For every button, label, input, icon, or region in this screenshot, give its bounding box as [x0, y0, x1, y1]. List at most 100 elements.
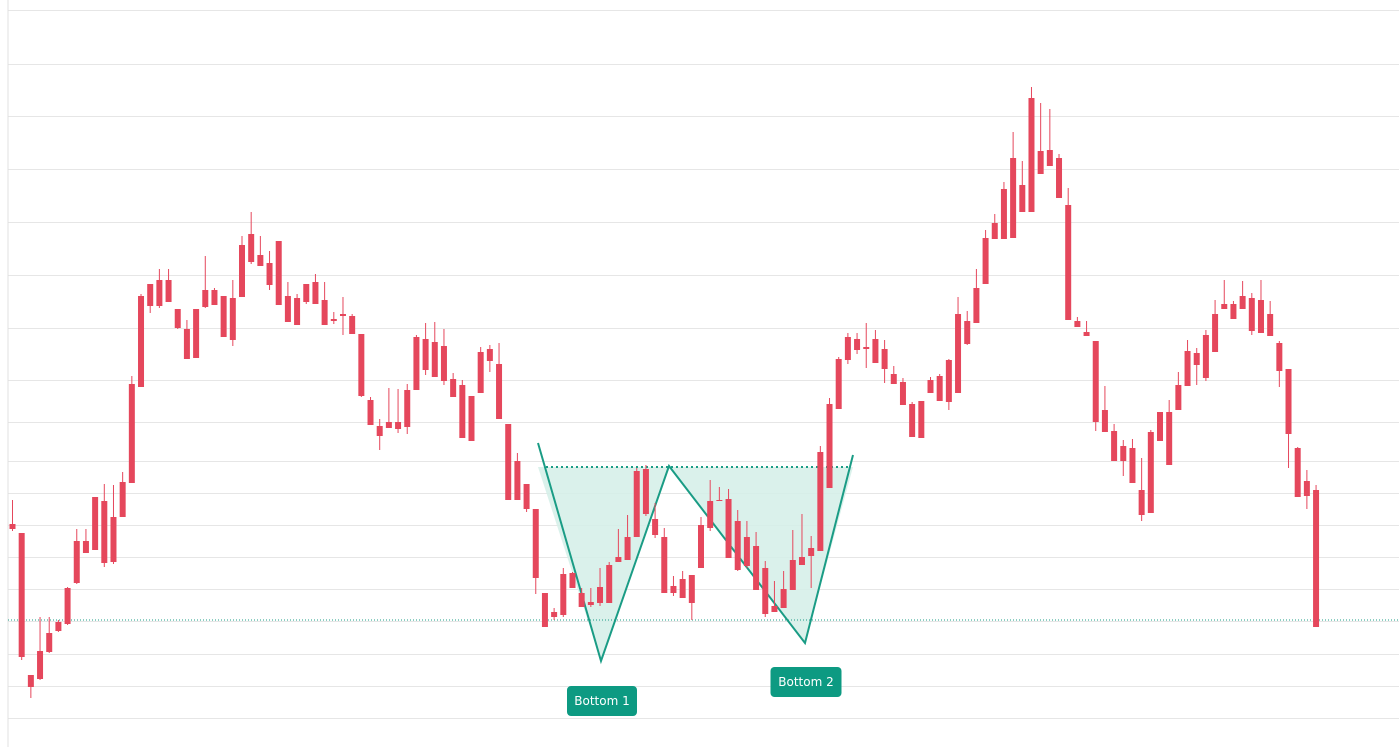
- candle: [973, 269, 980, 323]
- candle-body: [514, 461, 521, 500]
- candle-body: [174, 309, 181, 328]
- candle: [1000, 182, 1007, 239]
- candle: [854, 333, 861, 354]
- candle: [385, 388, 392, 428]
- candle-body: [431, 342, 438, 377]
- candle: [578, 588, 585, 607]
- candle-body: [642, 469, 649, 514]
- candle-body: [1257, 300, 1264, 333]
- candle: [734, 510, 741, 571]
- candle-body: [1267, 314, 1274, 336]
- candle: [1212, 300, 1219, 352]
- candle-body: [753, 546, 760, 590]
- label-text: Bottom 1: [574, 694, 629, 708]
- candle-body: [376, 426, 383, 436]
- candle-body: [927, 380, 934, 393]
- candle-body: [450, 379, 457, 397]
- candle-body: [1193, 353, 1200, 365]
- candle-body: [1019, 185, 1026, 212]
- candle-body: [312, 282, 319, 304]
- candle: [1239, 281, 1246, 309]
- candle: [266, 251, 273, 290]
- candle: [27, 675, 34, 698]
- candle-body: [1202, 335, 1209, 378]
- candle: [284, 282, 291, 322]
- candle: [890, 366, 897, 384]
- candle-body: [284, 296, 291, 322]
- candle-body: [496, 364, 503, 419]
- candle: [909, 402, 916, 437]
- pattern-fill-left: [538, 467, 669, 661]
- candle-body: [1248, 298, 1255, 331]
- candle: [376, 419, 383, 450]
- candle-body: [1239, 296, 1246, 309]
- candle-body: [358, 334, 365, 396]
- candle: [863, 323, 870, 368]
- candle-body: [1175, 385, 1182, 410]
- candle: [64, 587, 71, 625]
- candle-body: [1138, 490, 1145, 515]
- candle: [615, 529, 622, 562]
- candle-body: [863, 347, 870, 349]
- candle: [688, 575, 695, 620]
- candle: [1111, 424, 1118, 461]
- candle: [1184, 340, 1191, 386]
- candle: [174, 309, 181, 329]
- candle-body: [1111, 431, 1118, 461]
- candle: [1166, 400, 1173, 465]
- candle: [955, 297, 962, 393]
- candle: [110, 485, 117, 564]
- candle: [817, 446, 824, 551]
- candle: [1065, 188, 1072, 320]
- candle-body: [147, 284, 154, 306]
- candle: [1056, 154, 1063, 198]
- candle: [330, 312, 337, 324]
- candle: [551, 608, 558, 620]
- candle: [844, 333, 851, 364]
- candle-body: [440, 346, 447, 381]
- pattern-label-2: Bottom 2: [770, 667, 842, 697]
- candle: [505, 424, 512, 500]
- candle: [606, 562, 613, 603]
- candle: [92, 497, 99, 550]
- candle-body: [743, 537, 750, 566]
- candle: [899, 378, 906, 405]
- candle-body: [936, 376, 943, 401]
- candle: [532, 509, 539, 594]
- candle-body: [679, 579, 686, 598]
- candle: [339, 297, 346, 335]
- candle: [826, 398, 833, 488]
- candle: [358, 334, 365, 397]
- candle-body: [1313, 490, 1320, 627]
- candle: [560, 568, 567, 617]
- candle: [1138, 458, 1145, 521]
- candle-body: [945, 360, 952, 402]
- candle-body: [1065, 205, 1072, 320]
- candle: [211, 288, 218, 305]
- label-text: Bottom 2: [778, 675, 833, 689]
- candle: [1313, 485, 1320, 627]
- candle: [486, 345, 493, 372]
- candle-body: [964, 321, 971, 344]
- candle-body: [890, 374, 897, 384]
- candle: [835, 357, 842, 409]
- candle-body: [1129, 448, 1136, 483]
- candle: [725, 489, 732, 558]
- candle-body: [725, 499, 732, 558]
- candle: [1285, 369, 1292, 468]
- candle: [303, 284, 310, 304]
- candle: [275, 241, 282, 305]
- candle: [257, 236, 264, 266]
- candle-body: [367, 400, 374, 425]
- candle-body: [73, 541, 80, 583]
- candle-body: [1147, 432, 1154, 513]
- candle-body: [1184, 351, 1191, 386]
- candle-body: [560, 574, 567, 615]
- candle: [101, 484, 108, 567]
- candle: [239, 236, 245, 297]
- candle-body: [193, 309, 200, 358]
- candle-body: [459, 385, 466, 438]
- candle-body: [294, 298, 301, 325]
- candle: [440, 329, 447, 385]
